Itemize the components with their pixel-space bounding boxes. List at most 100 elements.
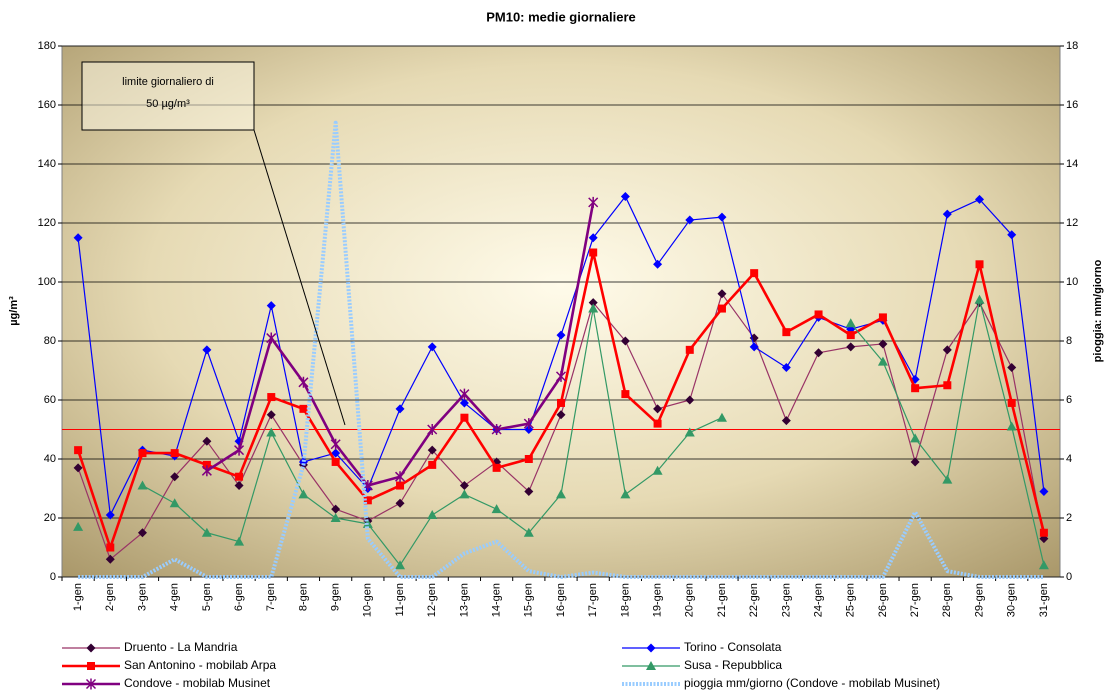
marker bbox=[716, 412, 727, 422]
legend-label: San Antonino - mobilab Arpa bbox=[124, 658, 276, 672]
marker bbox=[589, 248, 598, 257]
x-tick-label: 5-gen bbox=[201, 583, 213, 611]
grid: 0 20 40 60 80 100 120 140 160 180 0 2 4 6 8 10 12 14 16 18 1… bbox=[38, 40, 1079, 617]
marker bbox=[620, 489, 631, 499]
marker bbox=[1006, 421, 1017, 431]
marker bbox=[395, 404, 405, 414]
marker bbox=[524, 425, 534, 434]
x-tick-label: 30-gen bbox=[1006, 583, 1018, 617]
x-tick-label: 23-gen bbox=[780, 583, 792, 617]
annotation-box bbox=[81, 61, 255, 131]
marker bbox=[331, 457, 340, 466]
marker bbox=[427, 342, 437, 352]
x-tick-label: 28-gen bbox=[941, 583, 953, 617]
marker bbox=[846, 331, 855, 340]
y-tick-label: 100 bbox=[38, 276, 56, 288]
marker bbox=[588, 298, 598, 308]
marker bbox=[138, 449, 147, 458]
marker bbox=[491, 424, 502, 435]
marker bbox=[459, 489, 470, 499]
marker bbox=[781, 416, 791, 426]
marker bbox=[266, 332, 277, 344]
marker bbox=[942, 474, 953, 484]
marker bbox=[652, 465, 663, 475]
marker bbox=[202, 460, 211, 469]
y2-tick-label: 16 bbox=[1066, 99, 1078, 111]
x-tick-label: 25-gen bbox=[845, 583, 857, 617]
legend: Druento - La Mandria Torino - Consolata Sa… bbox=[62, 640, 940, 690]
x-tick-label: 14-gen bbox=[491, 583, 503, 617]
marker bbox=[459, 398, 469, 408]
marker bbox=[749, 342, 759, 352]
y-tick-label: 20 bbox=[44, 512, 56, 524]
y2-tick-label: 10 bbox=[1066, 276, 1078, 288]
x-tick-label: 21-gen bbox=[716, 583, 728, 617]
marker bbox=[298, 376, 309, 388]
marker bbox=[557, 398, 565, 407]
marker bbox=[202, 436, 212, 446]
marker bbox=[267, 393, 276, 402]
x-tick-label: 13-gen bbox=[458, 583, 470, 617]
x-tick-label: 9-gen bbox=[330, 583, 342, 611]
y2-axis-title: pioggia: mm/giorno bbox=[1092, 259, 1104, 362]
marker bbox=[750, 269, 759, 278]
marker bbox=[234, 481, 244, 491]
marker bbox=[266, 410, 276, 420]
x-tick-label: 18-gen bbox=[619, 583, 631, 617]
marker bbox=[137, 480, 148, 490]
marker bbox=[943, 381, 952, 390]
x-tick-label: 11-gen bbox=[394, 583, 406, 616]
marker bbox=[717, 212, 727, 222]
marker bbox=[814, 310, 823, 319]
y2-tick-label: 2 bbox=[1066, 512, 1072, 524]
marker bbox=[234, 536, 245, 546]
marker bbox=[85, 678, 97, 690]
marker bbox=[556, 489, 566, 499]
marker bbox=[878, 313, 887, 322]
marker bbox=[363, 496, 372, 505]
x-tick-label: 4-gen bbox=[169, 583, 181, 611]
marker bbox=[781, 363, 791, 373]
marks bbox=[73, 120, 1049, 579]
marker bbox=[266, 427, 277, 437]
y2-tick-label: 4 bbox=[1066, 453, 1072, 465]
marker bbox=[653, 259, 663, 269]
x-tick-label: 2-gen bbox=[104, 583, 116, 611]
marker bbox=[298, 489, 309, 499]
marker bbox=[266, 301, 276, 311]
marker bbox=[1039, 486, 1049, 496]
marker bbox=[427, 424, 438, 435]
marker bbox=[73, 463, 83, 473]
marker bbox=[621, 390, 630, 399]
marker bbox=[1039, 528, 1048, 537]
x-tick-label: 17-gen bbox=[587, 583, 599, 617]
marker bbox=[1007, 398, 1016, 407]
x-tick-label: 16-gen bbox=[555, 583, 567, 617]
marker bbox=[427, 510, 438, 520]
x-tick-label: 10-gen bbox=[362, 583, 374, 617]
x-tick-label: 22-gen bbox=[748, 583, 760, 617]
marker bbox=[170, 449, 179, 458]
marker bbox=[717, 304, 726, 313]
marker bbox=[105, 510, 115, 520]
legend-label: pioggia mm/giorno (Condove - mobilab Mus… bbox=[684, 676, 940, 690]
x-tick-label: 27-gen bbox=[909, 583, 921, 617]
marker bbox=[911, 384, 920, 393]
y-tick-label: 140 bbox=[38, 158, 56, 170]
marker bbox=[331, 448, 341, 458]
marker bbox=[845, 318, 856, 328]
y-axis-title: µg/m³ bbox=[8, 296, 20, 326]
marker bbox=[395, 471, 406, 483]
marker bbox=[459, 388, 470, 400]
marker bbox=[330, 438, 341, 450]
marker bbox=[169, 498, 180, 508]
marker bbox=[814, 348, 824, 358]
x-tick-label: 20-gen bbox=[684, 583, 696, 617]
marker bbox=[653, 419, 662, 428]
marker bbox=[556, 410, 566, 420]
marker bbox=[1038, 560, 1049, 570]
marker bbox=[646, 661, 656, 670]
y2-tick-label: 12 bbox=[1066, 217, 1078, 229]
annotation-leader bbox=[253, 129, 346, 426]
marker bbox=[782, 328, 791, 337]
